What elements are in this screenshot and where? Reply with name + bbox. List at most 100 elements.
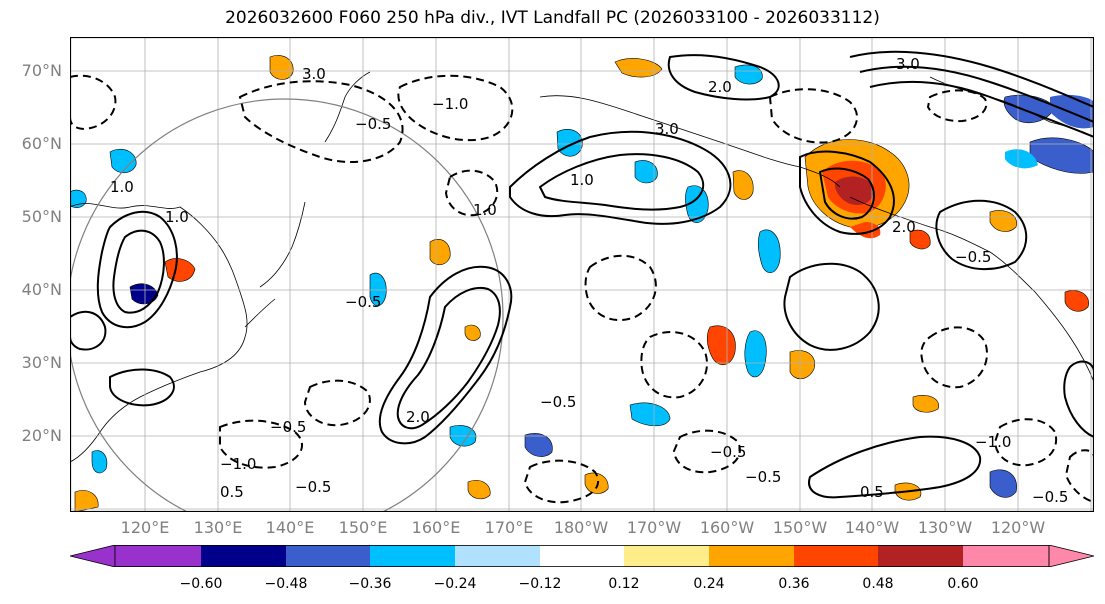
- coast-north-america: [849, 196, 1094, 383]
- lon-label-130e: 130°E: [193, 518, 243, 537]
- coast-asia: [70, 203, 248, 463]
- lon-label-180w: 180°W: [553, 518, 609, 537]
- contour-labels: 3.0 3.0 3.0 2.0 2.0 2.0 1.0 1.0 1.0 1.0 …: [110, 55, 1068, 506]
- coast-japan: [244, 201, 306, 328]
- lon-label-120e: 120°E: [120, 518, 170, 537]
- lon-label-160e: 160°E: [411, 518, 461, 537]
- contour-label: −1.0: [975, 433, 1011, 451]
- div-fill-nw-pac-orange: [269, 55, 294, 80]
- lon-label-150e: 150°E: [338, 518, 388, 537]
- div-fill-ne-orange: [909, 229, 931, 250]
- contour-label: 1.0: [110, 178, 134, 196]
- div-fill-central-orange: [706, 325, 736, 365]
- lat-label-20n: 20°N: [21, 426, 62, 445]
- contour-label: −0.5: [540, 393, 576, 411]
- lon-label-150w: 150°W: [772, 518, 828, 537]
- contour-pos-far-east: [1063, 360, 1094, 439]
- div-fill-japan-red: [164, 258, 196, 282]
- contour-label: −0.5: [295, 478, 331, 496]
- contour-label: −1.0: [432, 95, 468, 113]
- div-fill-gulf-alaska-max: [835, 176, 874, 205]
- contour-neg-2: [397, 74, 514, 142]
- contour-label: −0.5: [270, 418, 306, 436]
- div-fill-korea-blue: [129, 283, 159, 305]
- div-fill-west-blue: [109, 148, 137, 174]
- map-background: [70, 37, 1094, 512]
- contour-neg-3: [584, 254, 657, 322]
- div-fill-far-east-orange: [1064, 290, 1089, 312]
- lat-label-70n: 70°N: [21, 61, 62, 80]
- lat-label-40n: 40°N: [21, 280, 62, 299]
- contour-pos-mid-inner: [396, 287, 501, 430]
- contour-label: −0.5: [345, 293, 381, 311]
- div-fill-central-blue-1: [744, 330, 767, 378]
- lat-label-30n: 30°N: [21, 353, 62, 372]
- contour-pos-gulf: [799, 150, 895, 235]
- div-fill-n-blue-2: [634, 160, 658, 184]
- contour-label: −0.5: [955, 248, 991, 266]
- contour-neg-8: [993, 418, 1058, 467]
- map-frame: [70, 37, 1094, 512]
- div-fill-sw-blue: [91, 450, 108, 474]
- div-fill-mid-orange-3: [912, 395, 939, 413]
- contour-label: 1.0: [473, 201, 497, 219]
- contour-neg-6: [303, 379, 371, 427]
- contour-neg-12: [444, 169, 499, 217]
- colorbar-segment: [201, 545, 286, 567]
- contour-pos-mid: [378, 265, 513, 445]
- grid-lines: [70, 37, 1094, 512]
- colorbar-segment: [286, 545, 370, 567]
- contour-neg-13: [768, 88, 859, 144]
- div-fill-south-blue-2: [629, 402, 671, 427]
- contour-neg-9: [672, 429, 741, 474]
- colorbar-tick-label: −0.12: [518, 576, 562, 592]
- contour-neg-14: [523, 459, 600, 504]
- lon-label-170e: 170°E: [484, 518, 534, 537]
- div-fill-gulf-alaska-tail: [850, 222, 881, 239]
- div-fill-mid-orange-4: [464, 324, 481, 341]
- div-fill-ne-orange-2: [989, 210, 1017, 232]
- colorbar-arrow-right: [1048, 545, 1094, 567]
- div-fill-east-blue: [989, 469, 1017, 498]
- div-fill-south-blue-3: [524, 433, 553, 457]
- colorbar-tick-label: 0.48: [862, 576, 894, 592]
- contour-neg-11: [70, 74, 117, 131]
- positive-contours: [70, 50, 1094, 499]
- contour-label: 0.5: [220, 483, 244, 501]
- colorbar-segment: [624, 545, 709, 567]
- contour-pos-central: [783, 262, 880, 351]
- contour-pos-nwpac: [509, 130, 732, 225]
- contour-label: 2.0: [406, 408, 430, 426]
- colorbar-tick-label: 0.60: [947, 576, 979, 592]
- colorbar-segment: [709, 545, 794, 567]
- contour-label: −1.0: [220, 455, 256, 473]
- contour-label: 2.0: [708, 78, 732, 96]
- map-panel: 3.0 3.0 3.0 2.0 2.0 2.0 1.0 1.0 1.0 1.0 …: [70, 37, 1094, 512]
- div-fill-far-left-orange: [74, 490, 99, 512]
- contour-label: −0.5: [710, 443, 746, 461]
- colorbar-segment: [878, 545, 963, 567]
- div-fill-central-orange-2: [789, 350, 816, 380]
- contour-label: 1.0: [570, 171, 594, 189]
- div-fill-n-blue-1: [556, 128, 583, 157]
- contour-neg-4: [640, 331, 708, 399]
- contour-neg-15: [926, 89, 988, 123]
- colorbar-tick-label: 0.36: [778, 576, 810, 592]
- contour-pos-left: [70, 310, 107, 351]
- contour-label: 3.0: [896, 55, 920, 73]
- lat-label-60n: 60°N: [21, 134, 62, 153]
- colorbar-tick-label: 0.12: [608, 576, 640, 592]
- colorbar-arrow-left: [70, 545, 116, 567]
- lat-label-50n: 50°N: [21, 207, 62, 226]
- contour-label: −0.5: [745, 468, 781, 486]
- colorbar-tick-label: −0.48: [264, 576, 308, 592]
- colorbar-segment: [115, 545, 201, 567]
- contour-label: 2.0: [892, 218, 916, 236]
- div-fill-n-orange-1: [614, 58, 663, 78]
- colorbar-tick-label: 0.24: [693, 576, 725, 592]
- contour-label: 1.0: [165, 208, 189, 226]
- contour-label: 3.0: [302, 65, 326, 83]
- colorbar-tick-label: −0.60: [179, 576, 223, 592]
- contour-pos-sw: [109, 368, 175, 407]
- contour-pos-nwpac-inner: [538, 153, 705, 211]
